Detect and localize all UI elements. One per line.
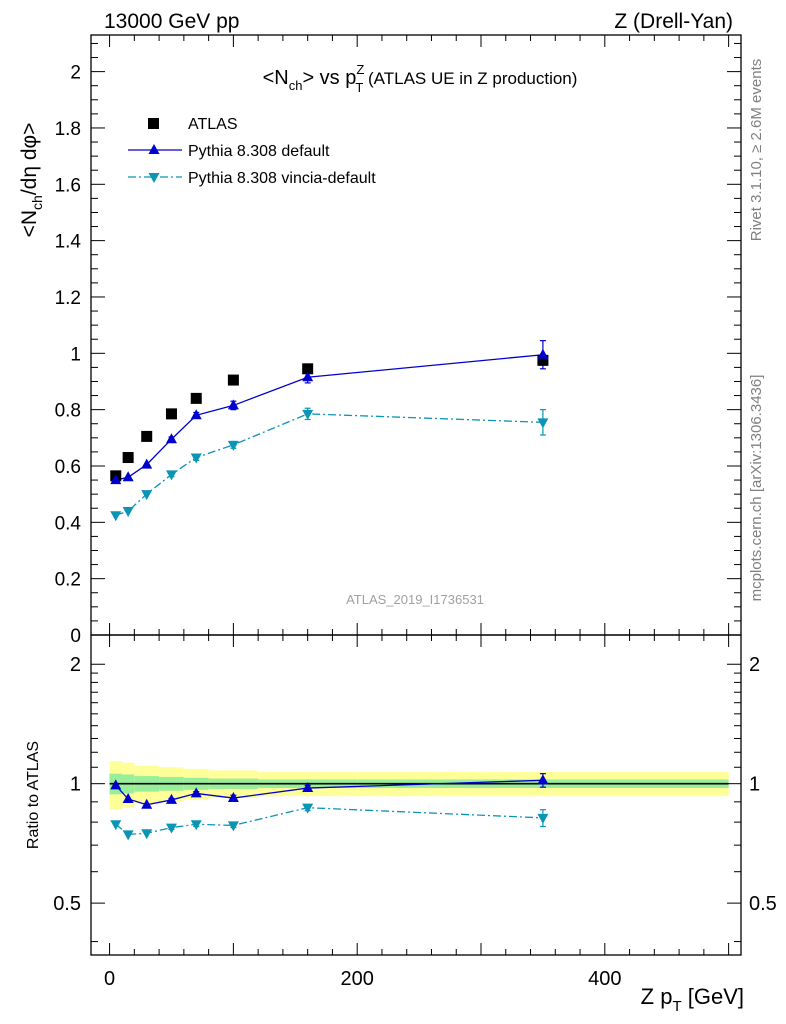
ratio-y-tick-label: 0.5: [53, 893, 81, 915]
main-y-tick-label: 1.8: [55, 119, 81, 140]
main-y-tick-label: 1.6: [55, 175, 81, 196]
ratio-y-tick-label: 2: [70, 654, 81, 676]
x-axis-label: Z pT [GeV]: [641, 984, 744, 1015]
legend-marker-vincia: [148, 173, 160, 183]
legend-marker-default: [148, 144, 160, 154]
vincia-point: [165, 470, 177, 481]
main-y-axis-label: <Nch/dη dφ>: [18, 123, 45, 238]
ratio-default-point: [165, 793, 177, 804]
legend-label-atlas: ATLAS: [188, 116, 238, 133]
vincia-point: [537, 418, 549, 429]
header-left: 13000 GeV pp: [104, 10, 239, 33]
ratio-vincia-point: [537, 813, 549, 824]
default-point: [227, 399, 239, 410]
atlas-point: [190, 392, 202, 404]
main-y-tick-label: 0.4: [55, 513, 82, 534]
ratio-y-tick-label-right: 1: [749, 774, 760, 796]
ratio-vincia-line: [115, 807, 543, 836]
legend-label-vincia: Pythia 8.308 vincia-default: [188, 170, 376, 187]
ratio-default-point: [190, 787, 202, 798]
default-point: [110, 474, 122, 485]
ratio-default-point: [122, 792, 134, 803]
ratio-y-tick-label: 1: [70, 774, 81, 796]
default-line: [115, 354, 543, 481]
vincia-point: [141, 490, 153, 501]
legend-marker-atlas: [148, 118, 159, 129]
x-tick-label: 0: [104, 968, 115, 990]
main-y-tick-label: 1.2: [55, 288, 81, 309]
ratio-vincia-point: [227, 821, 239, 832]
vincia-point: [110, 511, 122, 522]
analysis-watermark: ATLAS_2019_I1736531: [346, 592, 484, 607]
main-y-tick-label: 1: [70, 344, 81, 365]
ratio-default-point: [227, 792, 239, 803]
ratio-panel: 0 200 400 0.5 0.5 1 1 2 2: [53, 623, 777, 990]
default-point: [165, 433, 177, 444]
main-y-tick-label: 0.2: [55, 570, 81, 591]
ratio-y-tick-label-right: 0.5: [749, 893, 777, 915]
ratio-vincia-point: [165, 823, 177, 834]
vincia-point: [190, 453, 202, 464]
ratio-vincia-point: [302, 803, 314, 814]
ratio-vincia-point: [190, 820, 202, 831]
vincia-point: [302, 409, 314, 420]
main-y-tick-label: 2: [70, 63, 81, 84]
main-y-tick-label: 0.8: [55, 401, 81, 422]
legend-label-default: Pythia 8.308 default: [188, 143, 330, 160]
default-point: [141, 458, 153, 469]
default-point: [122, 471, 134, 482]
main-y-tick-label: 0: [70, 626, 81, 647]
default-point: [190, 409, 202, 420]
atlas-point: [141, 430, 153, 442]
rivet-label: Rivet 3.1.10, ≥ 2.6M events: [748, 59, 765, 242]
main-y-tick-label: 1.4: [55, 232, 82, 253]
ratio-vincia-point: [122, 830, 134, 841]
ratio-default-point: [537, 774, 549, 785]
ratio-y-axis-label: Ratio to ATLAS: [25, 741, 42, 849]
ratio-y-tick-label-right: 2: [749, 654, 760, 676]
legend: ATLAS Pythia 8.308 default Pythia 8.308 …: [128, 116, 376, 187]
default-point: [537, 348, 549, 359]
ratio-default-point: [302, 782, 314, 793]
vincia-point: [122, 507, 134, 518]
header-right: Z (Drell-Yan): [614, 10, 733, 33]
ratio-vincia-point: [110, 820, 122, 831]
ratio-frame: [90, 634, 742, 956]
ratio-default-point: [141, 798, 153, 809]
chart-title: <Nch> vs pZ T (ATLAS UE in Z production): [263, 62, 578, 95]
main-panel: 0 0.2 0.4 0.6 0.8 1 1.2 1.4 1.6 1.8 2: [55, 34, 742, 647]
ratio-default-point: [110, 779, 122, 790]
main-y-tick-label: 0.6: [55, 457, 81, 478]
atlas-point: [227, 374, 239, 386]
x-tick-label: 400: [588, 968, 621, 990]
mcplots-label: mcplots.cern.ch [arXiv:1306.3436]: [748, 375, 765, 602]
atlas-point: [537, 354, 549, 366]
atlas-point: [302, 363, 314, 375]
x-tick-label: 200: [341, 968, 374, 990]
vincia-point: [227, 440, 239, 451]
default-point: [302, 371, 314, 382]
ratio-vincia-point: [141, 829, 153, 840]
atlas-point: [122, 452, 134, 464]
vincia-line: [115, 413, 543, 516]
atlas-point: [165, 408, 177, 420]
